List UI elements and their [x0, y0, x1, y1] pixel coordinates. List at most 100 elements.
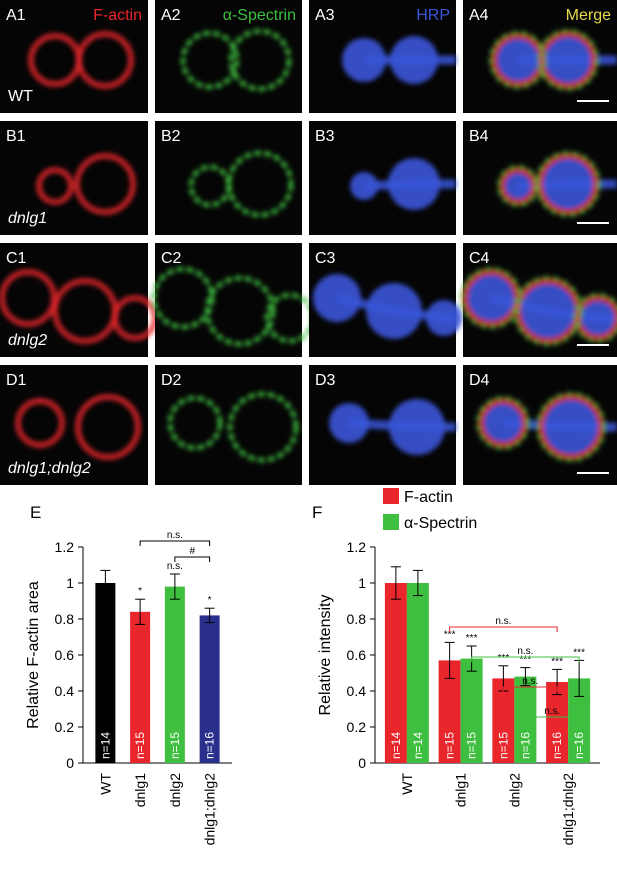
micrograph: B1 dnlg1: [0, 121, 148, 235]
n-label: n=16: [203, 732, 217, 759]
x-tick-label: WT: [97, 773, 113, 795]
n-label: n=16: [550, 732, 564, 759]
micrograph: A3 HRP: [309, 0, 456, 113]
y-tick-label: 0.8: [347, 611, 367, 627]
micrograph-signal: [329, 399, 456, 455]
bouton: [504, 172, 532, 200]
panel-label: B4: [469, 128, 489, 145]
micrograph: C4: [459, 243, 617, 357]
bar: [546, 682, 569, 763]
bouton-ring: [538, 394, 604, 460]
panel-label: B1: [6, 128, 26, 145]
bouton-ring: [537, 153, 599, 215]
bouton-ring: [226, 150, 294, 218]
bouton-ring: [536, 28, 600, 92]
error-bar: [169, 573, 180, 600]
bouton-ring: [76, 31, 134, 89]
y-tick-label: 0.4: [347, 683, 367, 699]
panel-label: C2: [161, 250, 182, 267]
y-axis-label: Relative F-actin area: [25, 581, 42, 729]
n-label: n=14: [98, 732, 112, 759]
genotype-label: dnlg2: [8, 332, 47, 349]
micrograph-signal: [36, 153, 136, 215]
micrograph-signal: [342, 36, 456, 84]
bouton: [426, 300, 462, 336]
bouton: [520, 283, 576, 339]
significance-label: ***: [520, 655, 532, 666]
micrograph-signal: [313, 274, 462, 339]
panel-label: A3: [315, 7, 335, 24]
bouton-ring: [575, 295, 617, 341]
significance-bracket: [174, 556, 211, 562]
n-label: n=16: [518, 732, 532, 759]
bouton: [342, 38, 386, 82]
y-tick-label: 0: [358, 755, 366, 771]
significance-label: ***: [498, 653, 510, 664]
significance-label: ***: [444, 629, 456, 640]
bouton-ring: [459, 266, 523, 330]
y-tick-label: 1: [358, 575, 366, 591]
bracket-label: n.s.: [517, 646, 533, 657]
significance-bracket: [139, 540, 211, 546]
y-axis-label: Relative intensity: [317, 595, 334, 716]
micrograph-grid: A1 F-actin WT A2 α-Spectrin A3 HRP A4 Merge B1 dnl…: [0, 0, 617, 485]
micrograph-signal: [496, 150, 617, 218]
bouton: [350, 172, 378, 200]
bouton: [543, 399, 599, 455]
bouton-ring: [512, 275, 584, 347]
n-label: n=15: [443, 732, 457, 759]
panel-label: C1: [6, 250, 27, 267]
bracket-label: n.s.: [167, 530, 183, 541]
panel-letter: E: [30, 503, 41, 522]
micrograph: D2: [155, 365, 302, 485]
micrograph-signal: [350, 158, 456, 210]
x-tick-label: WT: [399, 773, 415, 795]
bouton-ring: [534, 150, 602, 218]
bouton: [313, 274, 361, 322]
n-label: n=15: [168, 732, 182, 759]
micrograph: A1 F-actin WT: [0, 0, 148, 113]
error-bar: [520, 667, 531, 687]
bouton: [389, 399, 445, 455]
bouton: [467, 274, 515, 322]
panel-label: C3: [315, 250, 336, 267]
channel-label: F-actin: [93, 7, 142, 24]
legend-label: F-actin: [404, 489, 453, 506]
micrograph-signal: [167, 391, 299, 463]
micrograph: C3: [309, 243, 462, 357]
micrograph-signal: [15, 394, 141, 460]
bracket-label: n.s.: [522, 676, 538, 687]
bouton: [329, 403, 369, 443]
bouton: [390, 36, 438, 84]
bouton-ring: [228, 28, 292, 92]
legend-swatch: [383, 488, 399, 504]
y-tick-label: 1.2: [55, 539, 75, 555]
significance-bracket: [471, 656, 580, 662]
panel-label: A2: [161, 7, 181, 24]
n-label: n=15: [496, 732, 510, 759]
bouton-ring: [74, 153, 136, 215]
panel-label: D1: [6, 372, 27, 389]
bar: [384, 583, 407, 763]
significance-label: *: [138, 586, 142, 597]
channel-label: α-Spectrin: [223, 7, 296, 24]
x-tick-label: dnlg2: [506, 773, 522, 807]
legend-swatch: [383, 514, 399, 530]
bouton-ring: [75, 394, 141, 460]
micrograph-background: [0, 121, 148, 235]
panel-letter: F: [312, 503, 322, 522]
significance-label: *: [208, 595, 212, 606]
legend-label: α-Spectrin: [404, 515, 477, 532]
micrograph: B4: [463, 121, 617, 235]
error-bar: [390, 566, 401, 600]
micrograph: D4: [463, 365, 617, 485]
genotype-label: dnlg1: [8, 210, 47, 227]
x-tick-label: dnlg1;dnlg2: [560, 773, 576, 846]
bouton-ring: [488, 30, 548, 90]
micrograph: B2: [155, 121, 302, 235]
micrograph-background: [0, 365, 148, 485]
bar: [406, 583, 429, 763]
significance-label: ***: [551, 656, 563, 667]
genotype-label: dnlg1;dnlg2: [8, 460, 91, 477]
